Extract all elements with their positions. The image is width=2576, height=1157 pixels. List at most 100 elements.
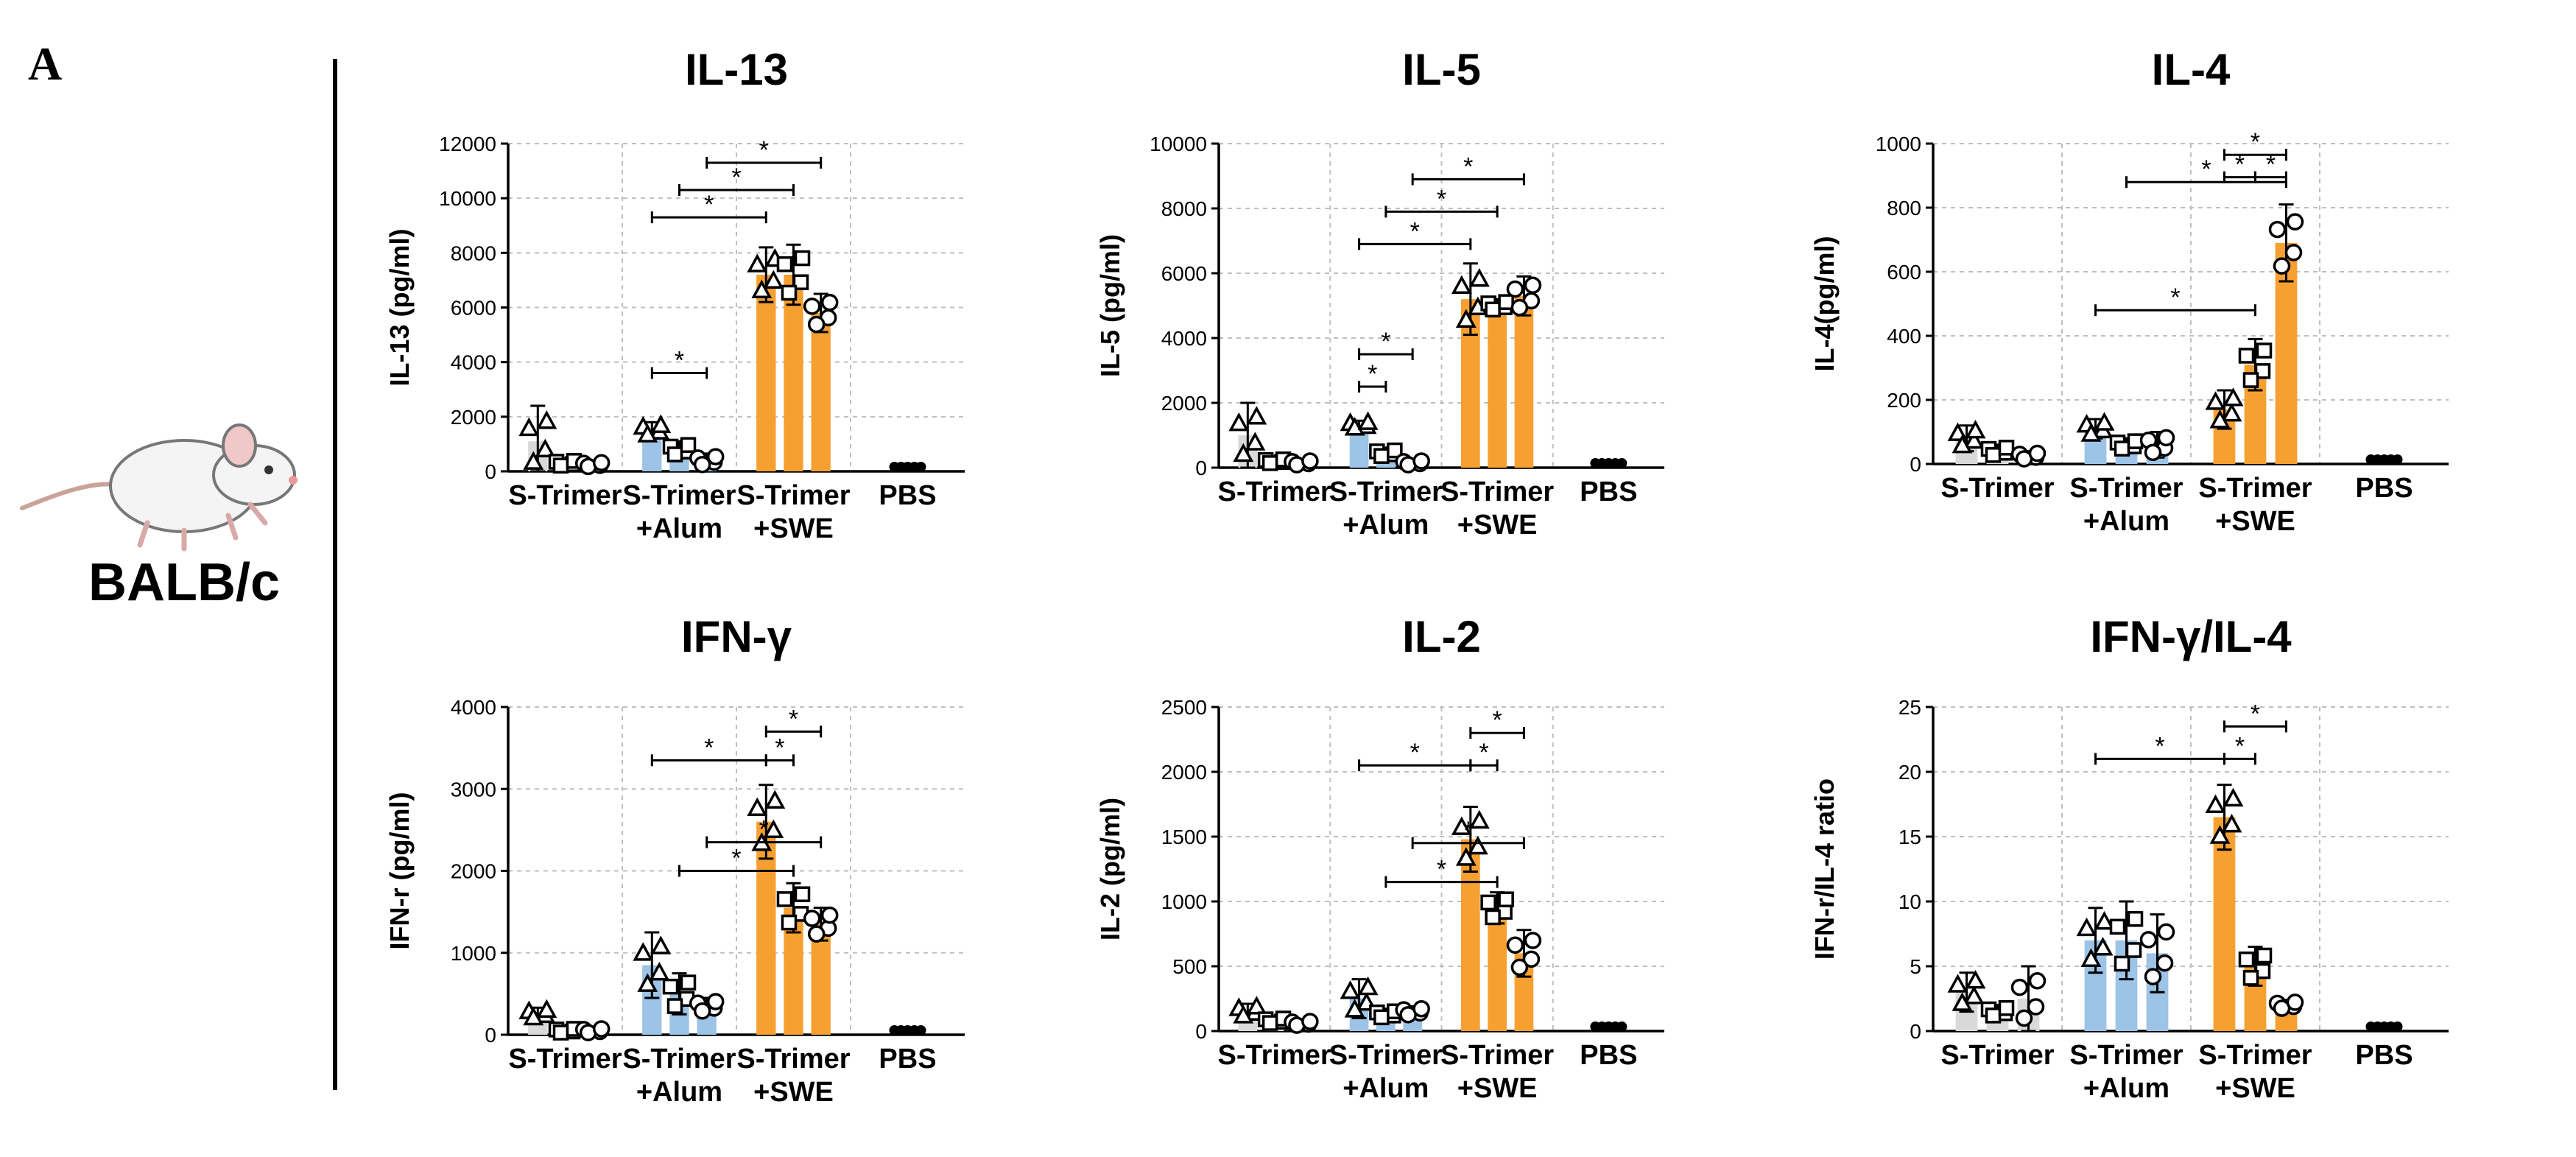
x-group-label: PBS [879,1044,936,1075]
significance-star: * [1410,739,1420,767]
y-tick-label: 8000 [1161,197,1207,220]
x-group-label: +SWE [753,1077,834,1108]
data-point [2254,363,2271,379]
x-group-label: S-Trimer [1329,1040,1443,1071]
bar [784,275,803,471]
data-point [1373,448,1390,464]
data-point-pbs [1616,1021,1627,1032]
data-point [535,438,556,458]
data-point [2223,787,2244,807]
y-tick-label: 10 [1898,890,1921,913]
x-group-label: +Alum [1342,510,1429,541]
significance-star: * [1463,817,1473,845]
y-tick-label: 12000 [439,133,496,155]
data-point [1985,447,2002,463]
data-point [662,978,679,995]
data-point [1301,1013,1319,1030]
significance-star: * [2155,732,2164,760]
data-point [1451,816,1472,835]
data-point [1524,932,1542,949]
y-tick-label: 10000 [1150,133,1207,155]
data-point [1952,435,1973,454]
data-point [781,284,798,301]
data-point [2268,220,2287,239]
data-point [1468,267,1490,287]
data-point [751,279,773,298]
data-point [1455,309,1477,328]
y-tick-label: 0 [485,460,496,483]
panel-label: A [28,38,63,90]
x-group-label: PBS [2355,1040,2413,1071]
data-point [518,417,540,437]
y-axis-label: IL-5 (pg/ml) [1095,234,1125,377]
significance-star: * [1381,328,1390,356]
significance-star: * [675,347,684,375]
data-point [2273,257,2291,275]
y-tick-label: 0 [485,1024,496,1047]
data-point [2221,402,2242,422]
data-point [1357,976,1379,996]
data-point [2157,429,2175,447]
y-axis-label: IFN-r/IL-4 ratio [1809,778,1840,960]
data-point [1485,301,1501,318]
bar [1488,907,1507,1031]
significance-star: * [704,734,714,762]
data-point [1412,999,1430,1018]
data-point [1455,847,1477,866]
data-point [776,891,793,907]
data-point [2092,937,2114,956]
data-point [2080,423,2102,442]
y-tick-label: 4000 [1161,327,1207,350]
data-point [1965,970,1986,989]
data-point [536,999,557,1019]
data-point [764,789,786,809]
data-point [763,819,784,839]
data-point [2076,917,2097,937]
significance-star: * [731,845,741,873]
significance-star: * [704,191,714,219]
y-tick-label: 3000 [451,778,496,801]
mouse-icon [20,423,298,552]
x-group-label: +SWE [2215,1073,2295,1104]
data-point [781,914,798,931]
data-point [763,270,784,289]
data-point [2221,813,2242,833]
data-point [747,253,768,272]
y-tick-label: 10000 [439,187,496,210]
x-group-label: S-Trimer [622,1044,736,1075]
y-tick-label: 800 [1887,197,1921,219]
significance-star: * [759,816,769,844]
data-point [2242,970,2259,986]
y-tick-label: 0 [1195,457,1207,479]
data-point [592,454,610,472]
data-point [2205,794,2226,813]
x-group-label: +SWE [1457,1073,1538,1104]
data-point [1985,1007,2002,1024]
data-point-pbs [2392,1021,2403,1032]
significance-star: * [789,705,798,733]
data-point [1245,432,1266,451]
chart-title: IL-5 [1402,45,1481,94]
y-tick-label: 500 [1172,955,1207,978]
x-group-label: PBS [1580,476,1637,507]
data-point [1480,894,1496,911]
bar [756,275,776,471]
data-point [1357,411,1379,430]
y-axis-label: IFN-r (pg/ml) [384,792,415,950]
data-point [2209,825,2231,844]
significance-star: * [731,163,741,191]
x-group-label: S-Trimer [1940,1040,2054,1071]
y-tick-label: 2000 [451,860,496,883]
y-tick-label: 2000 [1161,392,1207,415]
data-point [2139,931,2158,949]
x-group-label: PBS [2355,473,2413,504]
data-point [1947,974,1968,993]
data-point [592,1020,610,1038]
significance-star: * [2201,155,2211,183]
significance-star: * [2251,700,2260,728]
data-point [2144,968,2162,985]
